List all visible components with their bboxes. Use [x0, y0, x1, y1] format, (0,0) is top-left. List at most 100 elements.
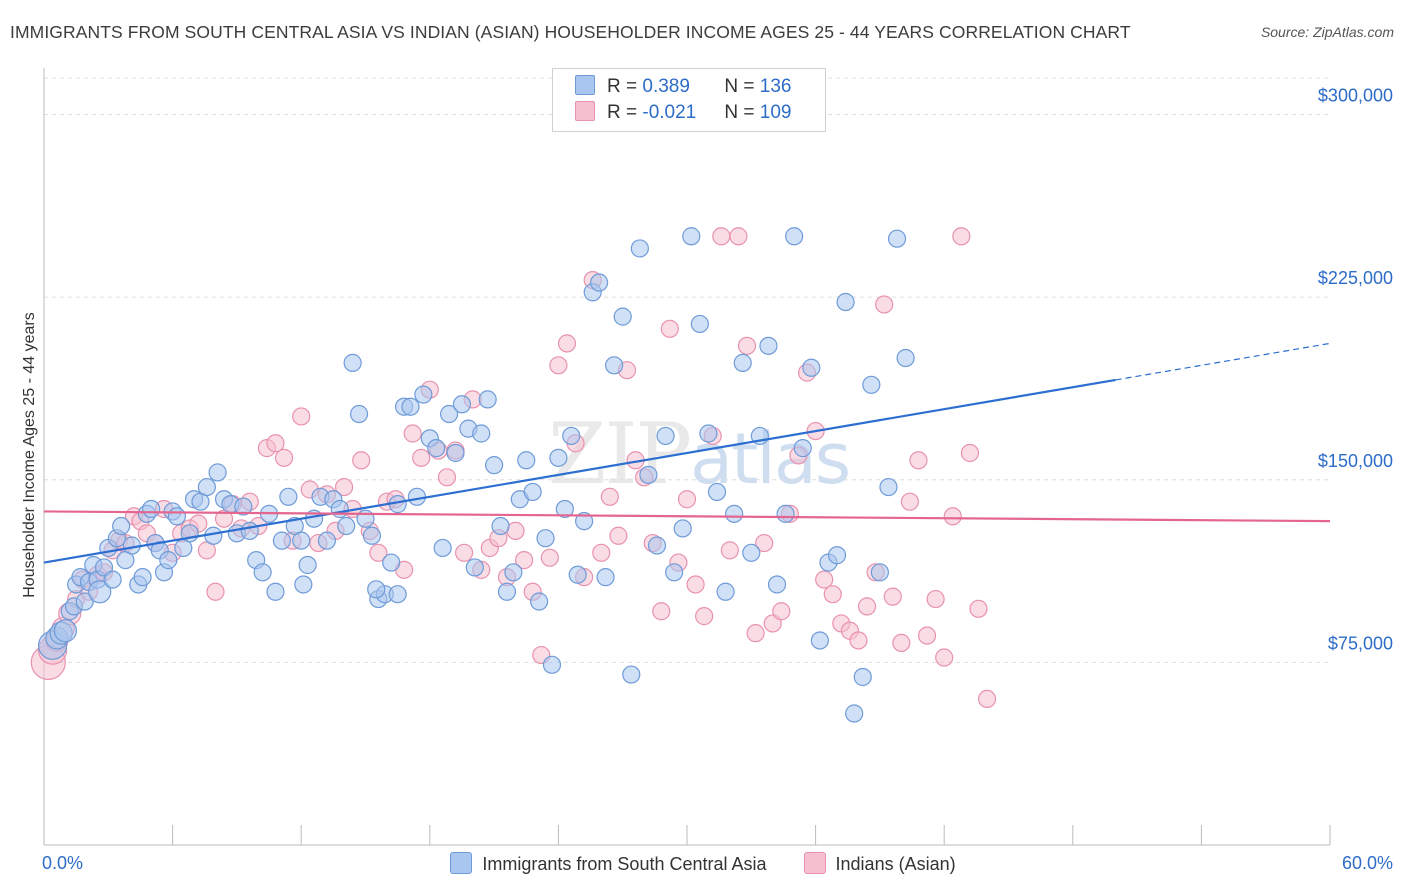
point-south-central-asia: [472, 424, 491, 443]
point-south-central-asia: [896, 348, 915, 368]
point-south-central-asia: [485, 456, 504, 475]
point-south-central-asia: [497, 582, 517, 601]
point-indian-asian: [900, 492, 920, 511]
legend-blue-n-label: N =: [724, 76, 760, 97]
point-south-central-asia: [53, 619, 78, 643]
point-indian-asian: [592, 543, 611, 562]
point-south-central-asia: [870, 563, 890, 582]
point-south-central-asia: [562, 426, 581, 446]
point-indian-asian: [849, 631, 868, 650]
y-tick-label: $150,000: [1318, 451, 1393, 471]
point-indian-asian: [960, 443, 980, 463]
point-south-central-asia: [793, 439, 812, 458]
point-indian-asian: [686, 575, 705, 594]
trend-line-south-central-asia-extension: [1115, 342, 1331, 381]
point-south-central-asia: [317, 531, 337, 550]
trend-line-south-central-asia: [43, 378, 1116, 564]
point-south-central-asia: [159, 551, 178, 570]
point-indian-asian: [334, 477, 354, 497]
legend-blue-r-label: R =: [607, 76, 643, 97]
point-south-central-asia: [433, 538, 452, 558]
point-south-central-asia: [167, 507, 186, 526]
point-south-central-asia: [446, 443, 465, 463]
point-south-central-asia: [536, 529, 555, 548]
point-south-central-asia: [575, 512, 594, 531]
point-indian-asian: [677, 490, 697, 509]
point-indian-asian: [652, 602, 671, 621]
point-south-central-asia: [836, 292, 855, 312]
point-south-central-asia: [707, 482, 727, 502]
series-legend-swatch-blue: [450, 852, 473, 874]
point-south-central-asia: [776, 504, 795, 523]
point-indian-asian: [712, 227, 731, 246]
legend-blue-r-value: 0.389: [642, 76, 690, 97]
point-south-central-asia: [208, 463, 227, 482]
point-south-central-asia: [887, 229, 907, 248]
point-indian-asian: [969, 599, 988, 618]
series-legend: Immigrants from South Central Asia India…: [0, 852, 1406, 875]
point-south-central-asia: [656, 426, 675, 446]
series-legend-label-blue: Immigrants from South Central Asia: [482, 854, 767, 874]
point-south-central-asia: [75, 592, 94, 611]
point-south-central-asia: [439, 404, 459, 424]
point-indian-asian: [515, 551, 534, 570]
point-indian-asian: [660, 319, 679, 338]
point-south-central-asia: [542, 655, 562, 674]
point-indian-asian: [266, 434, 285, 453]
point-south-central-asia: [253, 563, 272, 582]
point-south-central-asia: [690, 314, 709, 334]
x-tick-label: 60.0%: [1342, 853, 1393, 873]
y-tick-label: $300,000: [1318, 86, 1393, 106]
point-south-central-asia: [605, 356, 624, 375]
y-tick-label: $75,000: [1328, 633, 1393, 653]
y-tick-label: $225,000: [1318, 268, 1393, 288]
point-south-central-asia: [555, 499, 574, 519]
point-indian-asian: [720, 541, 739, 560]
legend-pink-n-value: 109: [759, 102, 792, 123]
point-south-central-asia: [382, 553, 401, 572]
point-south-central-asia: [491, 516, 510, 536]
point-indian-asian: [695, 607, 714, 626]
point-south-central-asia: [810, 631, 829, 650]
point-south-central-asia: [517, 451, 536, 470]
stats-legend: R = 0.389 N = 136 R = -0.021 N = 109: [552, 68, 826, 132]
point-indian-asian: [883, 587, 902, 606]
point-indian-asian: [746, 624, 765, 643]
legend-pink-n-label: N =: [724, 102, 760, 123]
series-legend-item-pink[interactable]: Indians (Asian): [803, 852, 956, 875]
point-south-central-asia: [349, 404, 369, 424]
point-south-central-asia: [504, 563, 523, 582]
point-south-central-asia: [142, 499, 161, 519]
series-legend-item-blue[interactable]: Immigrants from South Central Asia: [450, 852, 767, 875]
point-indian-asian: [737, 336, 757, 355]
point-indian-asian: [206, 582, 225, 601]
series-legend-label-pink: Indians (Asian): [835, 854, 956, 874]
point-south-central-asia: [596, 568, 615, 587]
point-indian-asian: [892, 633, 911, 653]
point-south-central-asia: [388, 585, 407, 604]
point-indian-asian: [943, 507, 962, 526]
legend-row-blue: R = 0.389 N = 136: [575, 75, 791, 99]
point-south-central-asia: [802, 358, 821, 377]
point-south-central-asia: [367, 580, 386, 599]
point-indian-asian: [952, 227, 971, 246]
point-south-central-asia: [613, 307, 632, 326]
point-indian-asian: [454, 543, 474, 562]
point-south-central-asia: [568, 565, 587, 584]
point-south-central-asia: [879, 477, 898, 497]
point-south-central-asia: [530, 592, 549, 611]
point-indian-asian: [506, 521, 525, 540]
point-south-central-asia: [759, 336, 778, 355]
point-south-central-asia: [103, 570, 122, 589]
chart-source: Source: ZipAtlas.com: [1260, 24, 1394, 40]
point-south-central-asia: [362, 526, 382, 545]
point-indian-asian: [815, 570, 834, 589]
point-south-central-asia: [733, 353, 752, 372]
point-south-central-asia: [716, 582, 735, 601]
point-indian-asian: [917, 626, 937, 645]
y-axis-label: Householder Income Ages 25 - 44 years: [21, 312, 38, 598]
point-indian-asian: [403, 424, 422, 443]
point-south-central-asia: [699, 424, 718, 443]
point-south-central-asia: [478, 390, 497, 409]
